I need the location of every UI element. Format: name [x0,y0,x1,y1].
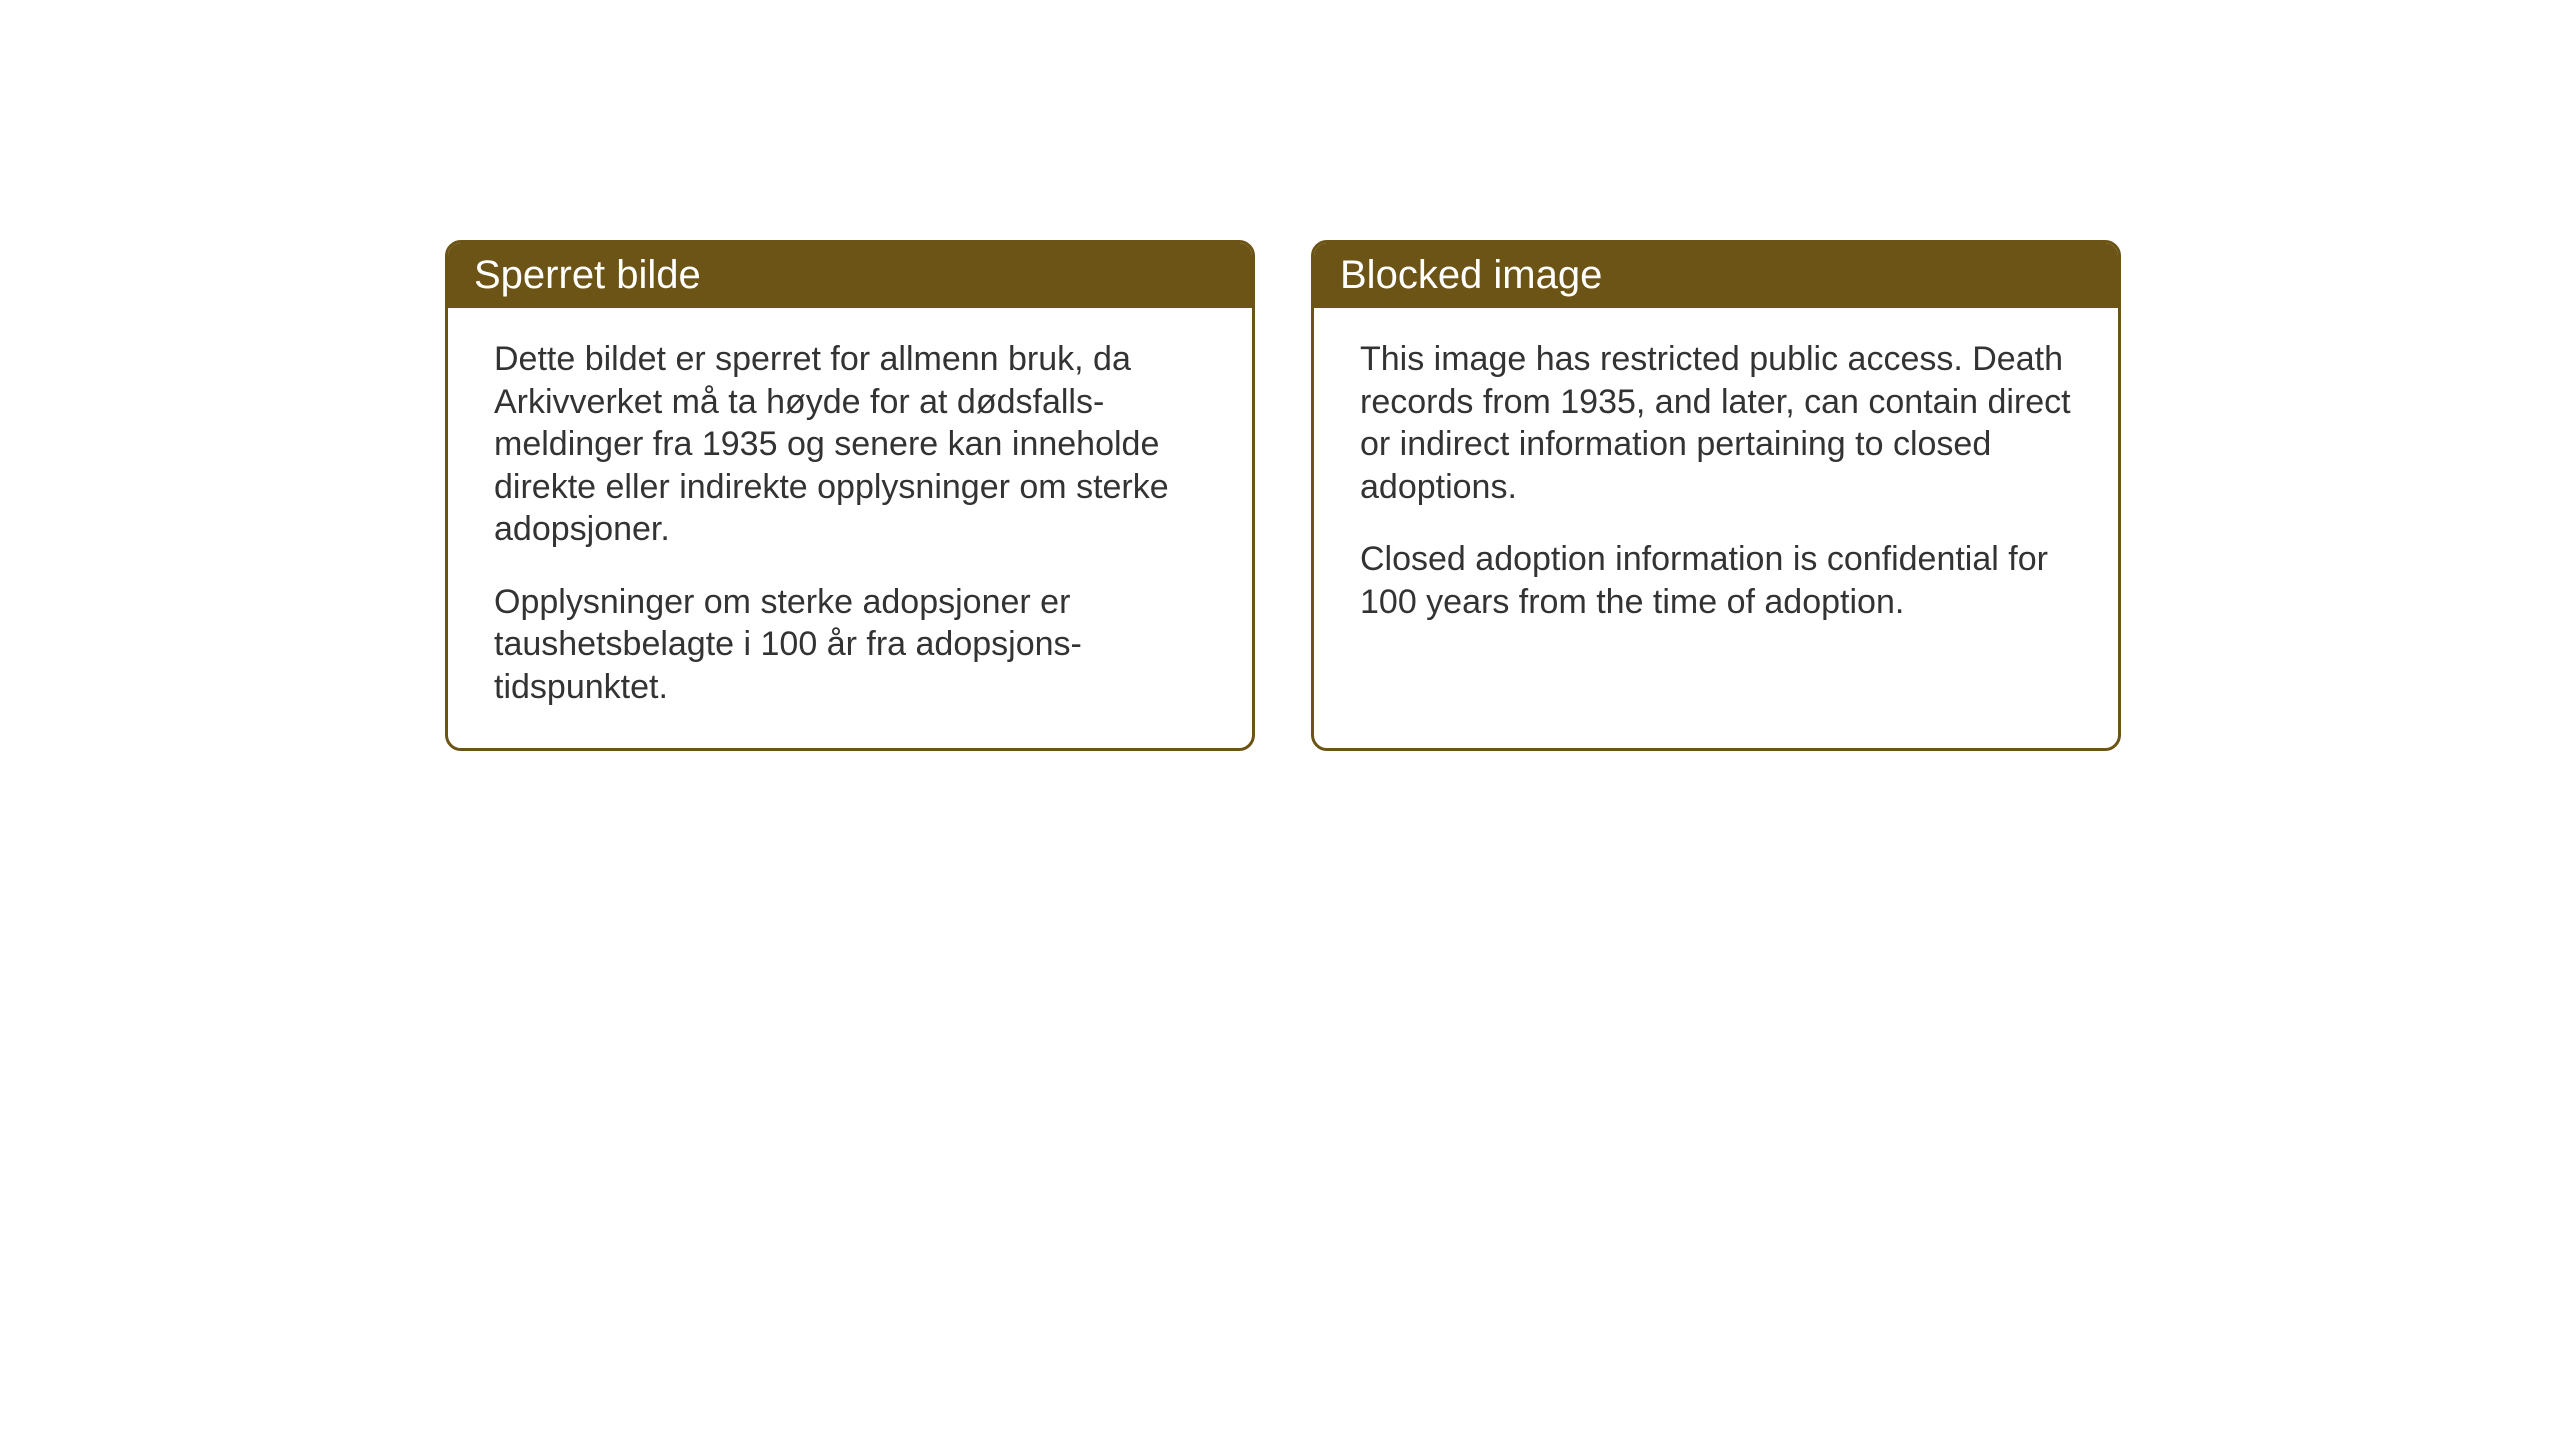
notice-english-title: Blocked image [1314,243,2118,308]
notice-norwegian-body: Dette bildet er sperret for allmenn bruk… [448,308,1252,748]
notice-english-body: This image has restricted public access.… [1314,308,2118,748]
notice-norwegian-paragraph2: Opplysninger om sterke adopsjoner er tau… [494,581,1206,709]
notice-english: Blocked image This image has restricted … [1311,240,2121,751]
notices-container: Sperret bilde Dette bildet er sperret fo… [445,240,2121,751]
notice-norwegian-paragraph1: Dette bildet er sperret for allmenn bruk… [494,338,1206,551]
notice-english-paragraph2: Closed adoption information is confident… [1360,538,2072,623]
notice-norwegian-title: Sperret bilde [448,243,1252,308]
notice-english-paragraph1: This image has restricted public access.… [1360,338,2072,508]
notice-norwegian: Sperret bilde Dette bildet er sperret fo… [445,240,1255,751]
